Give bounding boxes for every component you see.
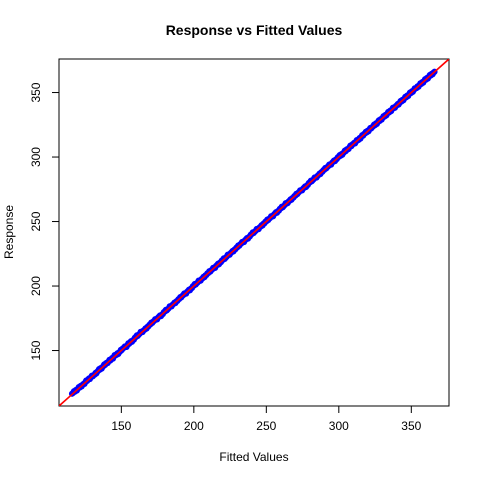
x-tick-label: 300: [329, 419, 349, 433]
x-tick-label: 250: [256, 419, 276, 433]
x-tick-label: 150: [111, 419, 131, 433]
y-tick-label: 300: [29, 147, 43, 167]
y-axis: 150 200 250 300 350: [29, 82, 59, 361]
y-tick-label: 350: [29, 82, 43, 102]
x-axis: 150 200 250 300 350: [111, 406, 422, 433]
reference-line-group: [59, 59, 449, 406]
chart-title: Response vs Fitted Values: [166, 22, 343, 38]
y-tick-label: 250: [29, 211, 43, 231]
x-tick-label: 350: [401, 419, 421, 433]
reference-line: [59, 59, 449, 406]
plot-frame: [58, 58, 450, 407]
y-axis-label: Response: [2, 205, 16, 259]
x-tick-label: 200: [184, 419, 204, 433]
y-tick-label: 150: [29, 340, 43, 360]
x-axis-label: Fitted Values: [219, 450, 288, 464]
y-tick-label: 200: [29, 276, 43, 296]
